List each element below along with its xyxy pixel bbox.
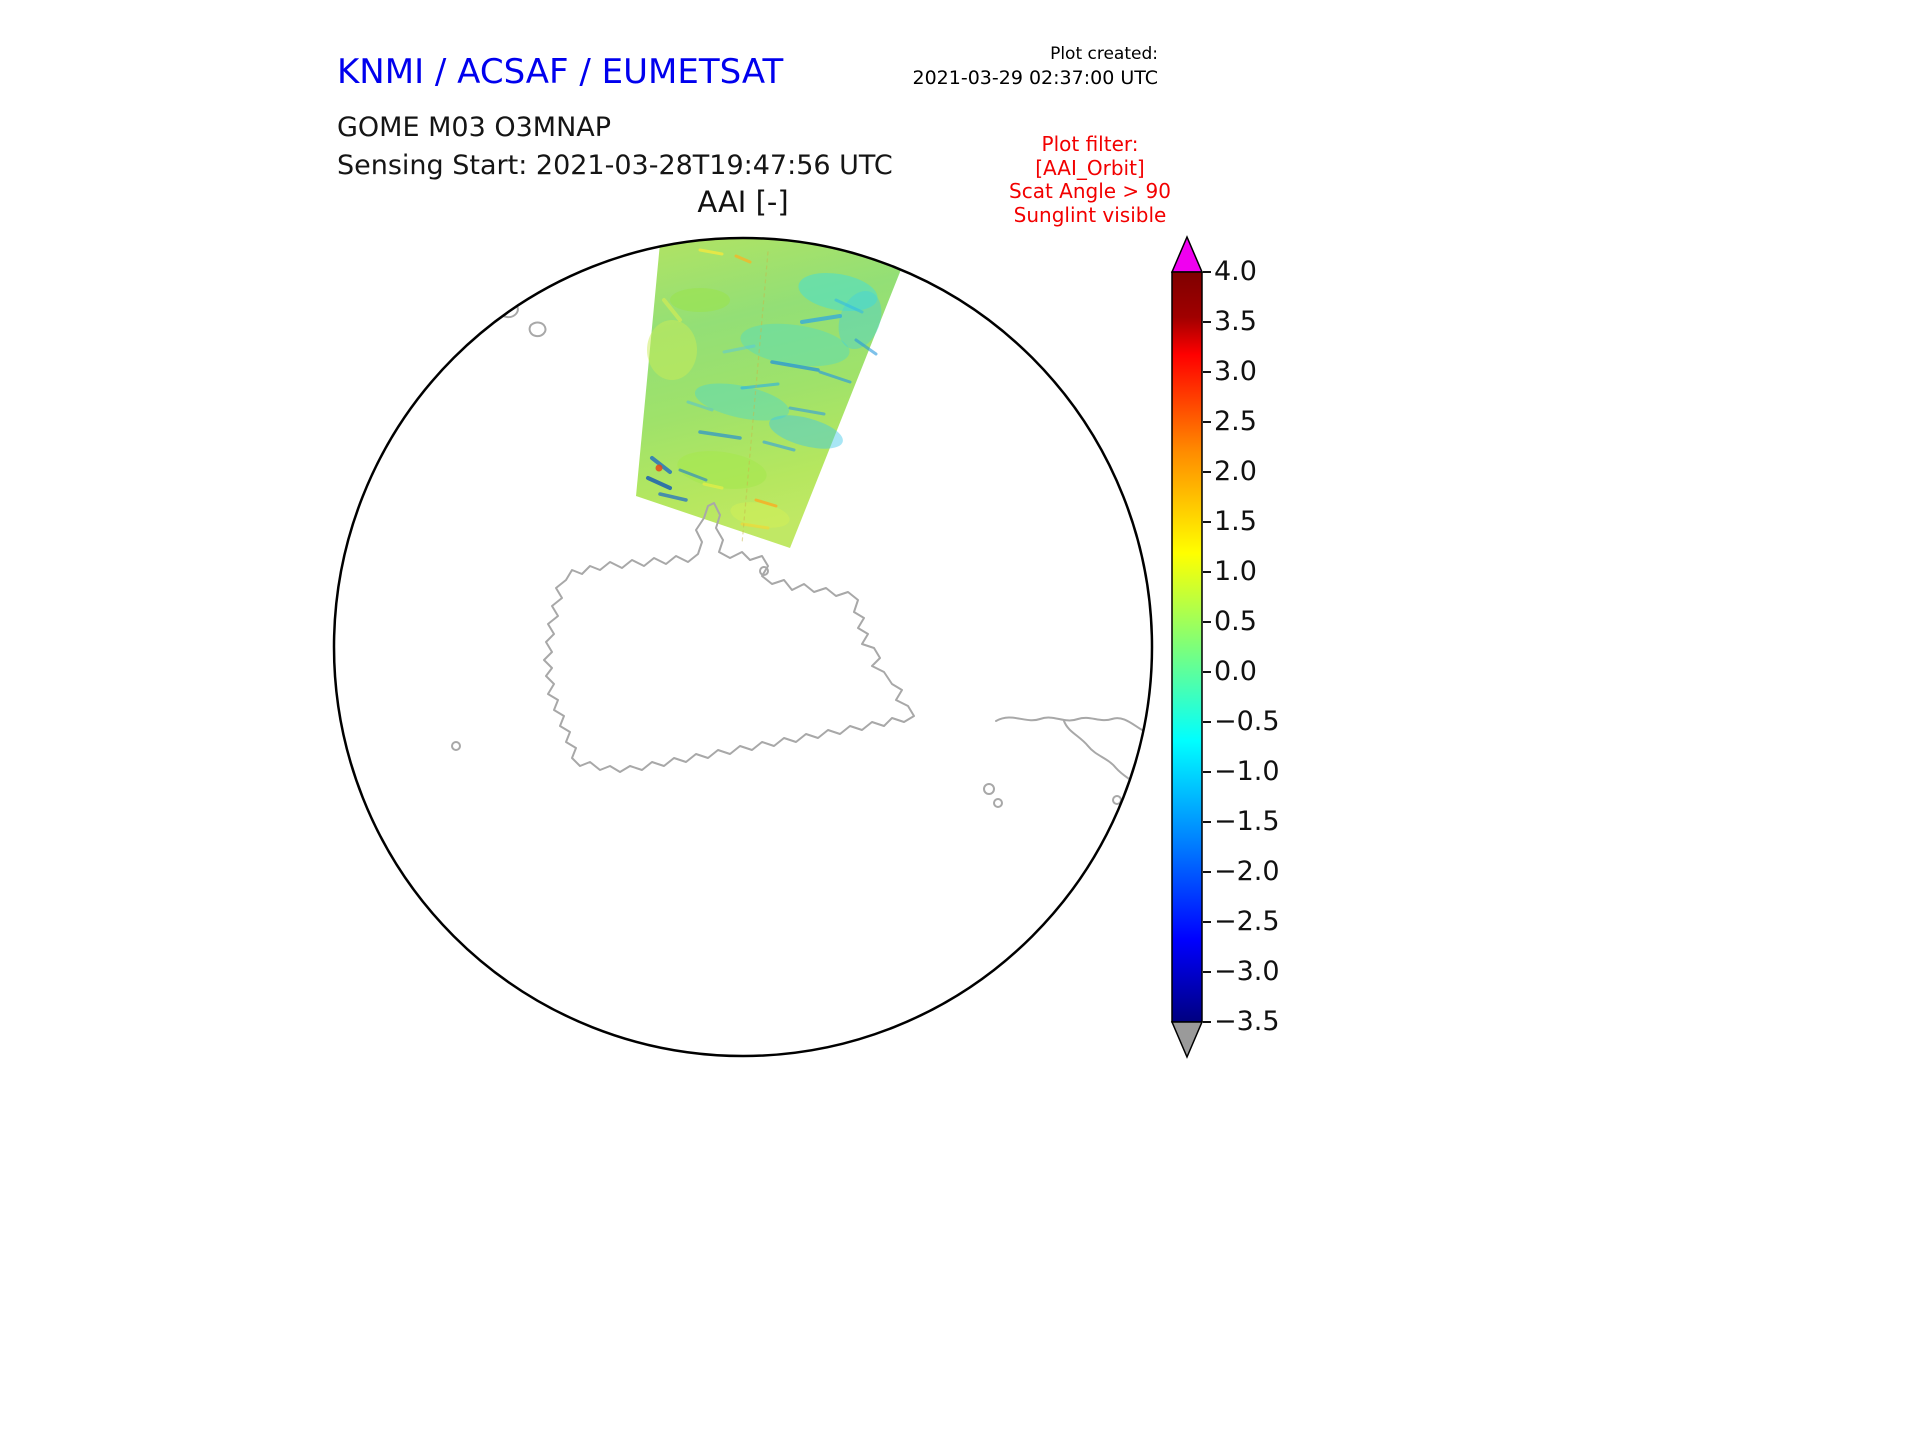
colorbar-tick-label: −1.0 [1214, 756, 1280, 787]
swath-streaks [646, 248, 878, 545]
antarctica-coastline [543, 502, 915, 773]
colorbar-tick-label: 4.0 [1214, 256, 1257, 287]
colorbar-tick-label: −0.5 [1214, 706, 1280, 737]
colorbar-tick-label: 2.0 [1214, 456, 1257, 487]
colorbar-tick-label: 2.5 [1214, 406, 1257, 437]
plot-filter-block: Plot filter: [AAI_Orbit] Scat Angle > 90… [958, 132, 1222, 227]
colorbar-tick-label: 3.0 [1214, 356, 1257, 387]
map-contents [451, 238, 1152, 808]
colorbar-tick-label: 1.0 [1214, 556, 1257, 587]
colorbar-tick-label: −3.0 [1214, 956, 1280, 987]
colorbar-tick-marks [1203, 271, 1211, 1023]
colorbar-over-arrow [1170, 235, 1204, 273]
plot-filter-line: Sunglint visible [1013, 202, 1167, 227]
plot-filter-line: Scat Angle > 90 [1009, 179, 1171, 203]
colorbar-tick-label: −3.5 [1214, 1006, 1280, 1037]
colorbar-tick-label: −1.5 [1214, 806, 1280, 837]
colorbar-tick-label: 3.5 [1214, 306, 1257, 337]
colorbar-under-arrow [1170, 1021, 1204, 1059]
plot-filter-title: Plot filter: [1041, 132, 1139, 156]
colorbar [1170, 235, 1211, 1059]
colorbar-tick-label: 0.0 [1214, 656, 1257, 687]
product-name: GOME M03 O3MNAP [337, 112, 612, 143]
plot-filter-line: [AAI_Orbit] [1035, 155, 1145, 180]
colorbar-tick-label: 0.5 [1214, 606, 1257, 637]
map-boundary-circle [332, 236, 1154, 1058]
plot-created-label: Plot created: [1050, 44, 1158, 64]
sensing-start: Sensing Start: 2021-03-28T19:47:56 UTC [337, 150, 893, 181]
colorbar-bar [1171, 271, 1203, 1023]
colorbar-tick-label: 1.5 [1214, 506, 1257, 537]
plot-created-block: Plot created: 2021-03-29 02:37:00 UTC [880, 44, 1159, 89]
colorbar-tick-label: −2.5 [1214, 906, 1280, 937]
satellite-swath [636, 238, 908, 548]
colorbar-tick-label: −2.0 [1214, 856, 1280, 887]
plot-title: AAI [-] [697, 185, 789, 219]
plot-created-timestamp: 2021-03-29 02:37:00 UTC [912, 67, 1159, 89]
brand-title: KNMI / ACSAF / EUMETSAT [337, 52, 784, 92]
